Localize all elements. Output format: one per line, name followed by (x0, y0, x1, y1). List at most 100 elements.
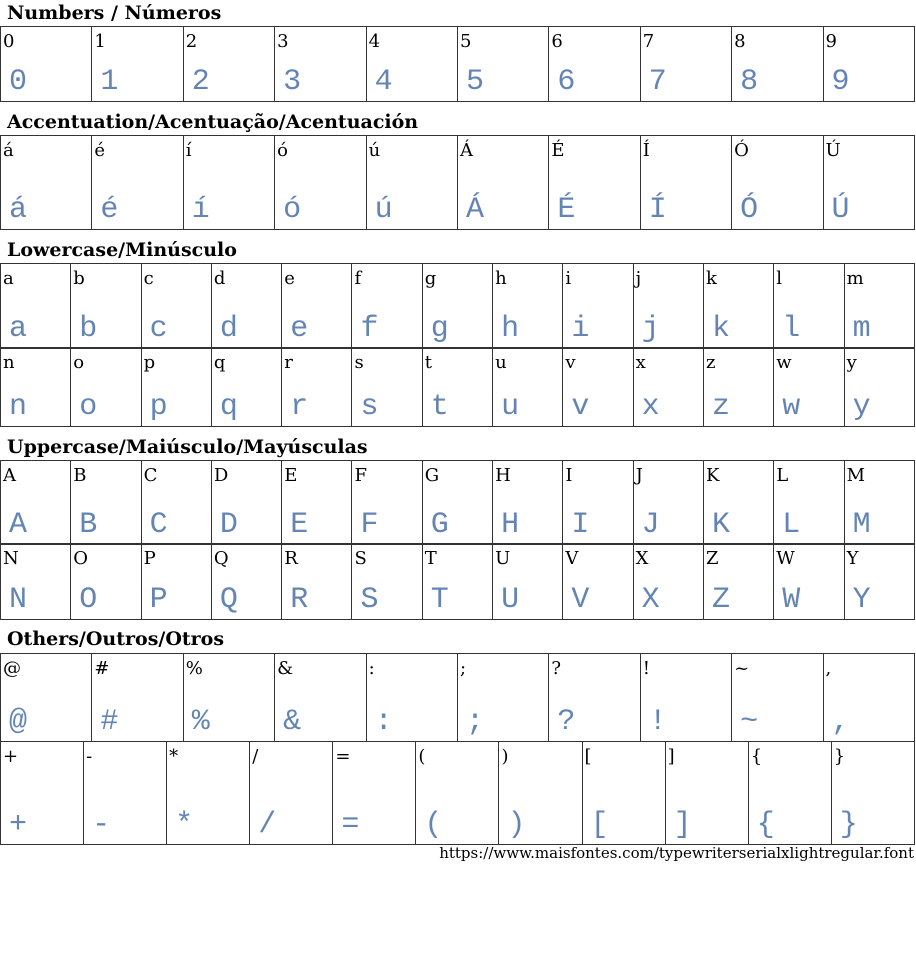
glyph-cell: ]] (664, 741, 749, 845)
glyph-cell: :: (365, 653, 458, 742)
glyph-label: [ (584, 746, 592, 767)
glyph-table: + + - - * * / / = =(())[[]]{{}} (0, 741, 916, 845)
glyph-sample: @ (9, 705, 28, 739)
glyph-sample: Í (648, 193, 667, 227)
glyph-sample: 8 (740, 65, 759, 99)
glyph-label: k (705, 268, 717, 289)
glyph-label: Q (213, 548, 229, 569)
glyph-label: = (335, 746, 351, 767)
glyph-cell: %% (182, 653, 276, 742)
glyph-cell: -- (83, 741, 168, 845)
glyph-cell: !! (639, 653, 733, 742)
glyph-label: 2 (185, 31, 198, 52)
glyph-label: z (705, 352, 716, 373)
glyph-label: S (354, 548, 367, 569)
glyph-label: 1 (94, 31, 106, 52)
glyph-sample: Ú (831, 193, 850, 227)
glyph-sample: ; (465, 705, 484, 739)
glyph-label: w (776, 352, 792, 373)
font-url[interactable]: https://www.maisfontes.com/typewriterser… (439, 844, 914, 862)
glyph-cell: (( (415, 741, 500, 845)
glyph-label: á (3, 140, 14, 161)
glyph-label: L (776, 465, 789, 486)
glyph-label: 9 (825, 31, 837, 52)
glyph-sample: F (360, 508, 379, 542)
glyph-label: / (252, 746, 259, 767)
glyph-label: & (277, 658, 294, 679)
glyph-label: ) (501, 746, 509, 767)
glyph-sample: W (782, 583, 801, 617)
glyph-label: J (635, 465, 643, 486)
glyph-cell: {{ (747, 741, 832, 845)
glyph-label: t (424, 352, 433, 373)
glyph-sample: M (852, 508, 871, 542)
section-title: Uppercase/Maiúsculo/Mayúsculas (7, 436, 368, 458)
glyph-cell: )) (498, 741, 583, 845)
glyph-label: N (3, 548, 19, 569)
glyph-label: C (143, 465, 158, 486)
glyph-sample: c (149, 312, 168, 346)
glyph-sample: K (711, 508, 730, 542)
glyph-sample: b (79, 312, 98, 346)
glyph-label: x (635, 352, 646, 373)
glyph-label: 8 (734, 31, 746, 52)
glyph-sample: n (9, 390, 28, 424)
glyph-label: Z (705, 548, 719, 569)
glyph-label: ] (667, 746, 675, 767)
glyph-sample: U (501, 583, 520, 617)
glyph-label: s (354, 352, 364, 373)
glyph-label: M (846, 465, 865, 486)
glyph-sample: Z (711, 583, 730, 617)
glyph-sample: ] (673, 808, 692, 842)
glyph-sample: ó (283, 193, 302, 227)
section-title: Lowercase/Minúsculo (7, 239, 237, 261)
glyph-sample: g (430, 312, 449, 346)
glyph-label: j (635, 268, 642, 289)
glyph-label: d (213, 268, 226, 289)
glyph-label: H (495, 465, 511, 486)
glyph-label: I (565, 465, 573, 486)
glyph-sample: S (360, 583, 379, 617)
glyph-sample: p (149, 390, 168, 424)
glyph-label: é (94, 140, 106, 161)
glyph-sample: r (290, 390, 309, 424)
glyph-cell: }} (830, 741, 916, 845)
glyph-sample: 1 (100, 65, 119, 99)
glyph-label: O (73, 548, 89, 569)
glyph-sample: o (79, 390, 98, 424)
glyph-sample: T (430, 583, 449, 617)
glyph-sample: 9 (831, 65, 850, 99)
glyph-label: ; (459, 658, 467, 679)
glyph-label: Y (846, 548, 859, 569)
glyph-sample: & (283, 705, 302, 739)
glyph-sample: 5 (465, 65, 484, 99)
glyph-label: i (565, 268, 572, 289)
glyph-sample: á (9, 193, 28, 227)
glyph-cell: ~ ~ (731, 653, 824, 742)
